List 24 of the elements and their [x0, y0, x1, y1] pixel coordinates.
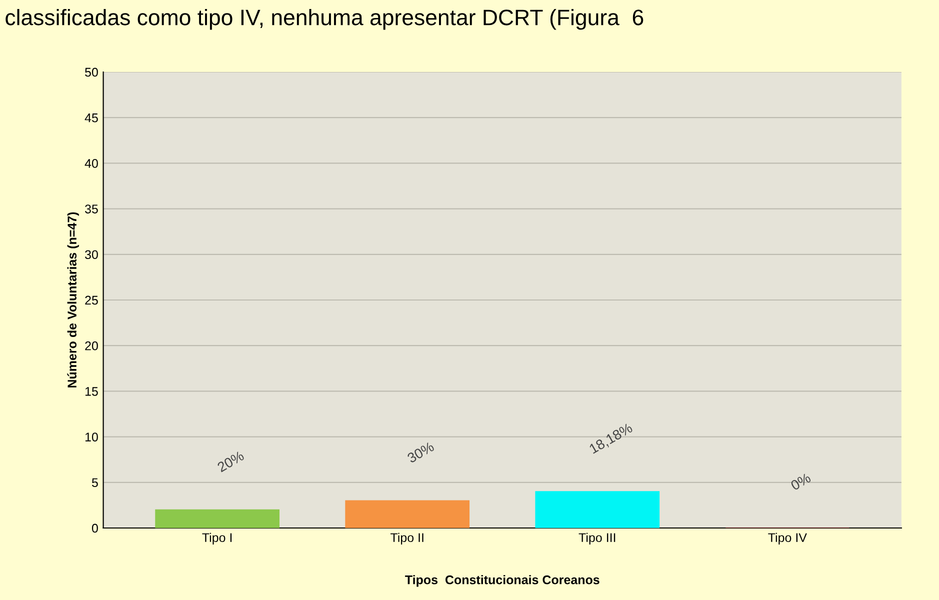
- bar: [155, 509, 280, 528]
- annotation: 0%: [790, 472, 812, 491]
- y-tick-label: 20: [85, 341, 98, 350]
- y-tick-label: 5: [92, 478, 98, 488]
- annotation: 30%: [406, 441, 435, 464]
- y-tick-label: 10: [85, 432, 98, 442]
- x-tick-label: Tipo IV: [768, 532, 807, 545]
- bar: [345, 500, 470, 528]
- y-tick-label: 50: [85, 68, 98, 77]
- y-tick-label: 35: [85, 204, 98, 214]
- text: classificadas como tipo IV, nenhuma apresentar DCRT (Figura 6: [6, 9, 644, 30]
- y-tick-label: 30: [85, 250, 98, 260]
- x-axis-title: Tipos Constitucionais Coreanos: [405, 575, 600, 587]
- x-tick-label: Tipo III: [578, 532, 616, 545]
- y-tick-label: 40: [84, 159, 98, 168]
- y-tick-label: 25: [85, 296, 98, 305]
- annotation: 20%: [216, 450, 245, 472]
- x-tick-label: Tipo II: [390, 532, 424, 545]
- y-axis-title: Número de Voluntarias (n=47): [67, 212, 79, 388]
- y-tick-label: 15: [85, 387, 98, 396]
- x-tick-label: Tipo I: [202, 532, 232, 545]
- y-tick-label: 0: [92, 524, 98, 533]
- bar: [535, 491, 660, 528]
- y-tick-label: 45: [84, 114, 98, 122]
